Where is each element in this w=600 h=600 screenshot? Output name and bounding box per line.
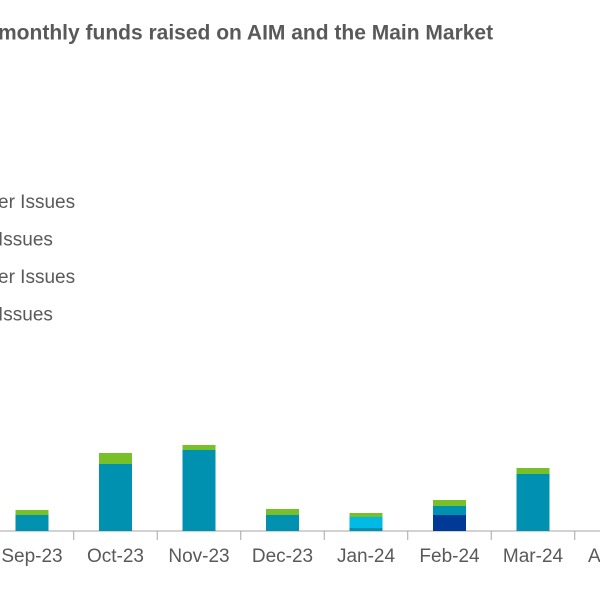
x-tick-label: Sep-23 [1,546,62,567]
bar-segment [349,517,383,528]
bar-segment [516,474,550,531]
bar-segment [15,510,49,515]
bar-segment [99,453,132,464]
bar-segment [433,515,466,531]
x-tick-label: Feb-24 [419,546,480,567]
legend-label: Issues [0,305,53,326]
legend-label: er Issues [0,267,75,288]
x-tick-label: Nov-23 [168,546,229,567]
x-tick-label: Dec-23 [252,546,313,567]
bar-segment [15,515,49,531]
bar-segment [266,509,299,515]
bar-segment [433,500,466,506]
bar-segment [516,468,550,474]
bar-segment [349,528,383,531]
bar-segment [182,445,216,450]
bar-segment [433,506,466,515]
x-tick-label: Oct-23 [87,546,144,567]
x-tick-label: Jan-24 [337,546,396,567]
legend-label: Issues [0,230,53,251]
x-tick-label: Apr-24 [588,546,600,567]
chart-title: monthly funds raised on AIM and the Main… [0,22,493,45]
bar-segment [266,515,299,531]
x-tick-label: Mar-24 [503,546,564,567]
legend-label: er Issues [0,192,75,213]
bar-segment [182,450,216,531]
bar-segment [99,464,132,531]
bar-segment [349,513,383,517]
